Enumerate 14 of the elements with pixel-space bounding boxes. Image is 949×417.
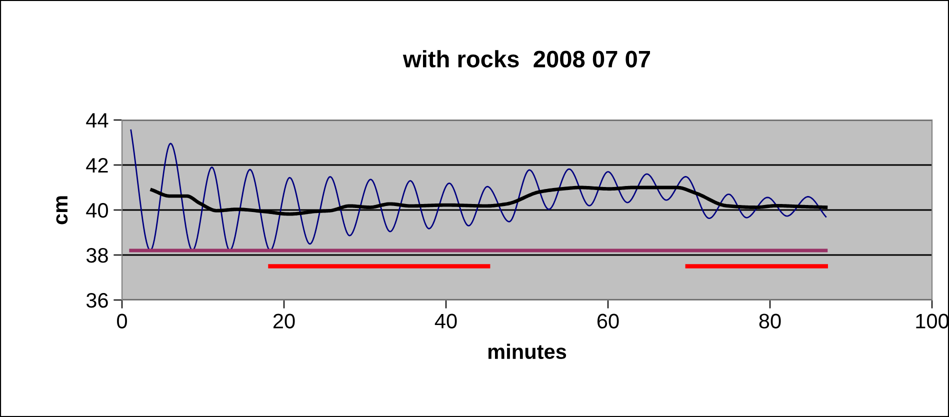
chart-title: with rocks 2008 07 07	[402, 50, 650, 68]
x-tick-label: 100	[916, 314, 949, 328]
x-tick-label: 40	[434, 314, 457, 328]
x-tick-label: 60	[597, 314, 619, 328]
x-tick-label: 80	[759, 314, 781, 328]
x-axis-title: minutes	[488, 344, 566, 360]
y-tick-label: 40	[86, 203, 108, 218]
x-tick-label: 0	[117, 314, 127, 328]
y-axis-title: cm	[56, 196, 68, 224]
y-tick-label: 42	[86, 158, 108, 173]
y-tick-label: 44	[86, 113, 108, 128]
x-tick-label: 20	[273, 314, 295, 328]
y-tick-label: 38	[86, 248, 108, 263]
y-tick-label: 36	[86, 293, 108, 308]
